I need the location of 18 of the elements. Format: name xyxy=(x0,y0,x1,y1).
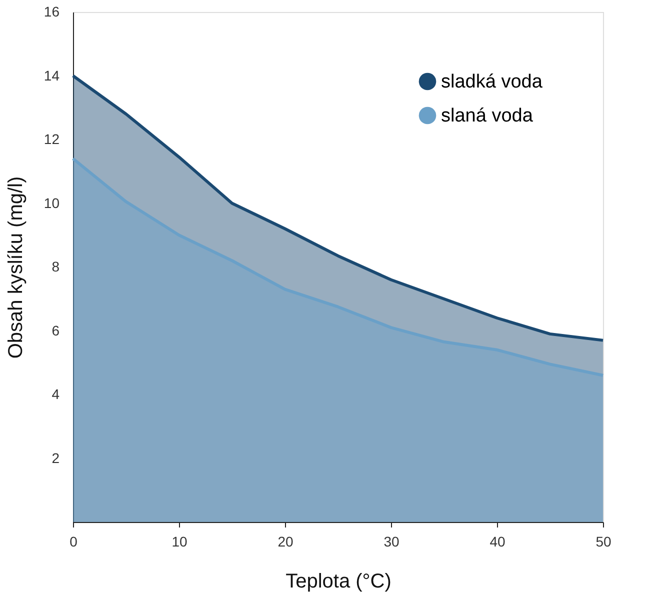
x-tick-label: 40 xyxy=(490,534,506,550)
y-tick-label: 2 xyxy=(52,450,60,466)
x-tick-label: 50 xyxy=(596,534,612,550)
x-axis-title: Teplota (°C) xyxy=(286,570,392,592)
x-tick-label: 0 xyxy=(70,534,78,550)
y-tick-label: 16 xyxy=(44,4,60,20)
y-tick-label: 4 xyxy=(52,386,60,402)
y-tick-label: 6 xyxy=(52,322,60,338)
x-tick-label: 10 xyxy=(172,534,188,550)
x-tick-label: 20 xyxy=(278,534,294,550)
legend-label: sladká voda xyxy=(441,72,543,92)
y-tick-label: 14 xyxy=(44,67,60,84)
y-tick-label: 10 xyxy=(44,194,60,211)
y-tick-label: 12 xyxy=(44,131,60,147)
y-axis-title: Obsah kyslíku (mg/l) xyxy=(4,176,27,359)
y-tick-label: 8 xyxy=(52,258,60,274)
x-tick-label: 30 xyxy=(384,534,400,550)
legend-label: slaná voda xyxy=(441,106,534,126)
